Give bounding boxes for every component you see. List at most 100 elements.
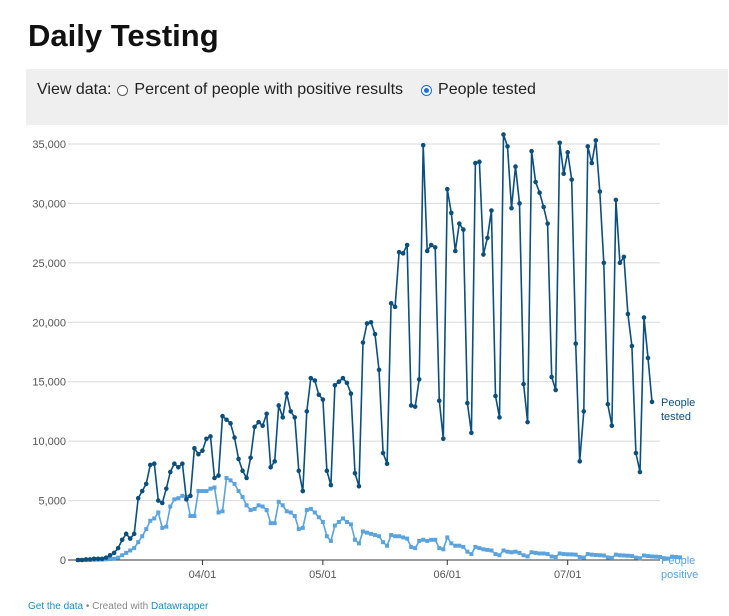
data-point-people-positive: [188, 514, 193, 519]
data-point-people-positive: [276, 499, 281, 504]
data-point-people-tested: [292, 415, 298, 420]
data-point-people-tested: [216, 473, 221, 478]
data-point-people-positive: [296, 527, 301, 532]
datawrapper-link[interactable]: Datawrapper: [151, 601, 209, 612]
data-point-people-positive: [593, 553, 598, 558]
data-point-people-positive: [674, 555, 679, 560]
data-point-people-tested: [320, 397, 326, 402]
data-point-people-positive: [220, 509, 225, 514]
data-point-people-positive: [461, 544, 466, 549]
data-point-people-positive: [457, 543, 462, 548]
data-point-people-tested: [131, 531, 137, 537]
data-point-people-tested: [469, 430, 474, 436]
data-point-people-positive: [316, 515, 321, 520]
data-point-people-positive: [625, 553, 630, 558]
data-point-people-tested: [368, 319, 374, 325]
data-point-people-positive: [160, 525, 165, 530]
data-point-people-tested: [276, 403, 281, 408]
option-people-tested-label[interactable]: People tested: [438, 81, 536, 98]
data-point-people-tested: [168, 469, 173, 475]
data-point-people-positive: [465, 549, 470, 554]
data-point-people-tested: [545, 221, 550, 226]
data-point-people-positive: [557, 551, 562, 556]
data-point-people-tested: [408, 403, 414, 408]
y-tick-label: 20,000: [32, 317, 66, 329]
data-point-people-positive: [401, 535, 406, 540]
radio-percent-positive[interactable]: [117, 84, 129, 96]
data-point-people-tested: [228, 421, 233, 426]
data-point-people-positive: [513, 549, 518, 554]
data-point-people-tested: [268, 464, 273, 470]
radio-people-tested[interactable]: [421, 84, 433, 96]
data-point-people-tested: [212, 475, 217, 481]
data-point-people-tested: [509, 205, 514, 211]
data-point-people-tested: [453, 248, 458, 254]
data-point-people-positive: [373, 533, 378, 538]
data-point-people-positive: [108, 557, 113, 562]
data-point-people-tested: [400, 251, 406, 256]
data-point-people-positive: [268, 521, 273, 526]
data-point-people-tested: [364, 321, 370, 326]
data-point-people-tested: [513, 164, 518, 169]
option-people-tested[interactable]: People tested: [421, 81, 536, 99]
data-point-people-tested: [360, 340, 366, 345]
data-point-people-positive: [112, 556, 117, 561]
data-point-people-tested: [637, 469, 643, 475]
data-point-people-positive: [377, 534, 382, 539]
data-point-people-positive: [453, 543, 458, 548]
data-point-people-positive: [196, 489, 201, 494]
data-point-people-tested: [107, 552, 113, 558]
data-point-people-tested: [192, 445, 197, 451]
data-point-people-tested: [83, 557, 89, 562]
data-point-people-tested: [481, 252, 486, 257]
data-point-people-positive: [477, 546, 482, 551]
data-point-people-tested: [573, 341, 579, 346]
option-percent-positive[interactable]: Percent of people with positive results: [117, 81, 403, 99]
data-point-people-tested: [344, 380, 350, 386]
y-tick-label: 35,000: [32, 139, 66, 151]
data-point-people-tested: [188, 493, 193, 499]
y-tick-label: 15,000: [32, 377, 66, 389]
data-point-people-tested: [200, 448, 205, 453]
data-point-people-tested: [593, 138, 599, 143]
data-point-people-tested: [248, 455, 253, 461]
data-point-people-positive: [633, 555, 638, 560]
data-point-people-positive: [409, 544, 414, 549]
data-point-people-positive: [156, 510, 161, 515]
data-point-people-positive: [573, 552, 578, 557]
data-point-people-tested: [589, 160, 595, 166]
data-point-people-tested: [352, 470, 358, 476]
data-point-people-tested: [115, 545, 121, 551]
get-the-data-link[interactable]: Get the data: [28, 601, 84, 612]
data-point-people-positive: [300, 525, 305, 530]
data-point-people-positive: [641, 553, 646, 558]
data-point-people-positive: [200, 489, 205, 494]
data-point-people-tested: [123, 531, 129, 537]
data-point-people-positive: [497, 553, 502, 558]
data-point-people-positive: [521, 553, 526, 558]
data-point-people-positive: [425, 538, 430, 543]
data-point-people-positive: [272, 521, 277, 526]
data-point-people-positive: [172, 497, 177, 502]
data-point-people-positive: [666, 556, 671, 561]
data-point-people-positive: [284, 509, 289, 514]
data-point-people-positive: [144, 527, 149, 532]
option-percent-positive-label[interactable]: Percent of people with positive results: [134, 81, 404, 98]
data-point-people-positive: [360, 529, 365, 534]
data-point-people-tested: [155, 498, 161, 503]
footer-separator: • Created with: [83, 601, 152, 612]
data-point-people-tested: [565, 150, 571, 155]
data-point-people-tested: [461, 227, 466, 232]
data-point-people-tested: [127, 536, 133, 541]
data-point-people-positive: [577, 555, 582, 560]
data-point-people-positive: [565, 552, 570, 557]
data-point-people-positive: [405, 536, 410, 541]
series-line-people-positive: [78, 477, 681, 561]
data-point-people-tested: [244, 475, 249, 481]
data-point-people-tested: [605, 401, 611, 407]
data-point-people-positive: [501, 548, 506, 553]
data-point-people-positive: [224, 475, 229, 480]
data-point-people-positive: [352, 537, 357, 542]
data-point-people-tested: [549, 374, 554, 380]
data-point-people-tested: [296, 468, 302, 474]
